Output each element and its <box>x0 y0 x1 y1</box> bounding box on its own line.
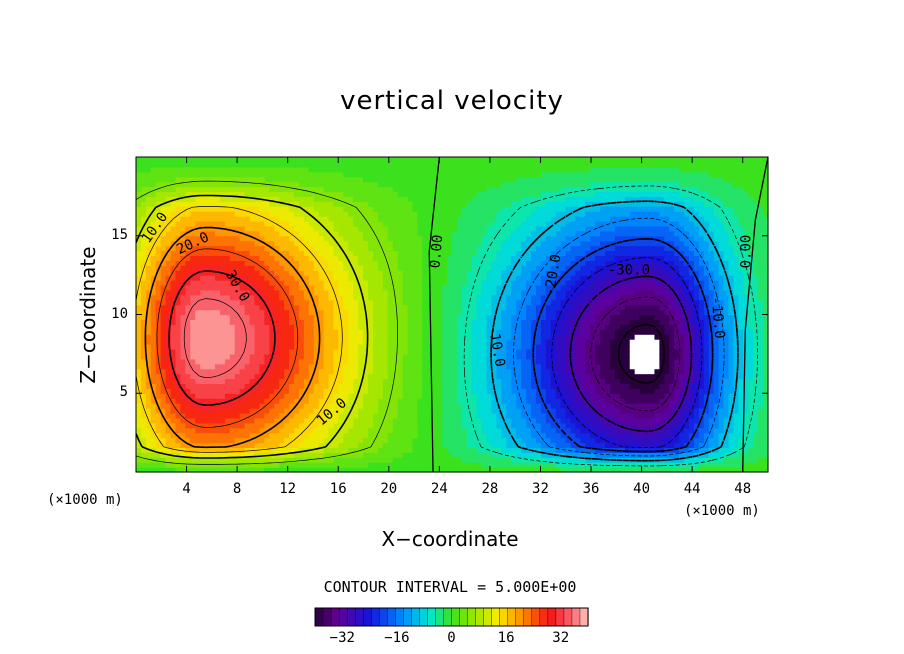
x-tick-label: 4 <box>182 481 191 497</box>
contour-line <box>135 206 343 453</box>
colorbar-tick-label: −32 <box>330 630 355 646</box>
y-tick-label: 5 <box>119 384 128 401</box>
x-axis-label: X−coordinate <box>381 527 519 551</box>
x-tick-label: 32 <box>532 481 549 497</box>
contour-line <box>590 296 681 412</box>
contour-label: -30.0 <box>608 262 650 278</box>
x-unit-label: (×1000 m) <box>684 503 760 519</box>
contour-interval-label: CONTOUR INTERVAL = 5.000E+00 <box>323 578 577 596</box>
x-tick-label: 12 <box>279 481 297 497</box>
x-tick-label: 40 <box>633 481 651 497</box>
y-tick-label: 10 <box>111 305 128 322</box>
contour-line <box>168 270 276 406</box>
x-tick-label: 28 <box>481 481 499 497</box>
contour-line <box>617 323 665 385</box>
x-tick-label: 8 <box>232 481 242 497</box>
contour-label: -10.0 <box>485 324 508 368</box>
colorbar-tick-label: 32 <box>552 630 569 646</box>
contour-line <box>135 194 369 459</box>
zero-contour-line <box>742 156 769 473</box>
y-tick-label: 15 <box>111 226 128 243</box>
x-tick-label: 20 <box>380 481 398 497</box>
contour-line <box>532 238 714 453</box>
x-tick-label: 48 <box>734 481 752 497</box>
chart-title: vertical velocity <box>340 86 564 116</box>
contour-line <box>513 217 725 457</box>
contour-line <box>135 180 398 465</box>
contour-line <box>551 257 703 448</box>
contour-line <box>463 185 758 467</box>
field-cells <box>136 157 769 473</box>
colorbar-tick-label: 0 <box>447 630 455 646</box>
contour-label: -10.0 <box>708 296 728 339</box>
contour-line <box>183 298 247 379</box>
contour-label: -20.0 <box>542 253 565 297</box>
contour-label: 0.00 <box>739 235 755 269</box>
x-tick-label: 36 <box>582 481 600 497</box>
contour-line <box>569 275 693 433</box>
contour-line <box>156 248 299 428</box>
zero-contour-line <box>428 156 441 473</box>
z-unit-label: (×1000 m) <box>47 492 123 508</box>
x-tick-label: 44 <box>683 481 701 497</box>
colorbar-tick-label: 16 <box>498 630 515 646</box>
contour-label: 0.00 <box>427 234 446 269</box>
colorbar <box>314 607 589 627</box>
contour-line <box>144 226 321 449</box>
contour-line <box>490 200 739 462</box>
x-tick-label: 24 <box>430 481 448 497</box>
x-tick-label: 16 <box>329 481 347 497</box>
colorbar-tick-label: −16 <box>384 630 409 646</box>
